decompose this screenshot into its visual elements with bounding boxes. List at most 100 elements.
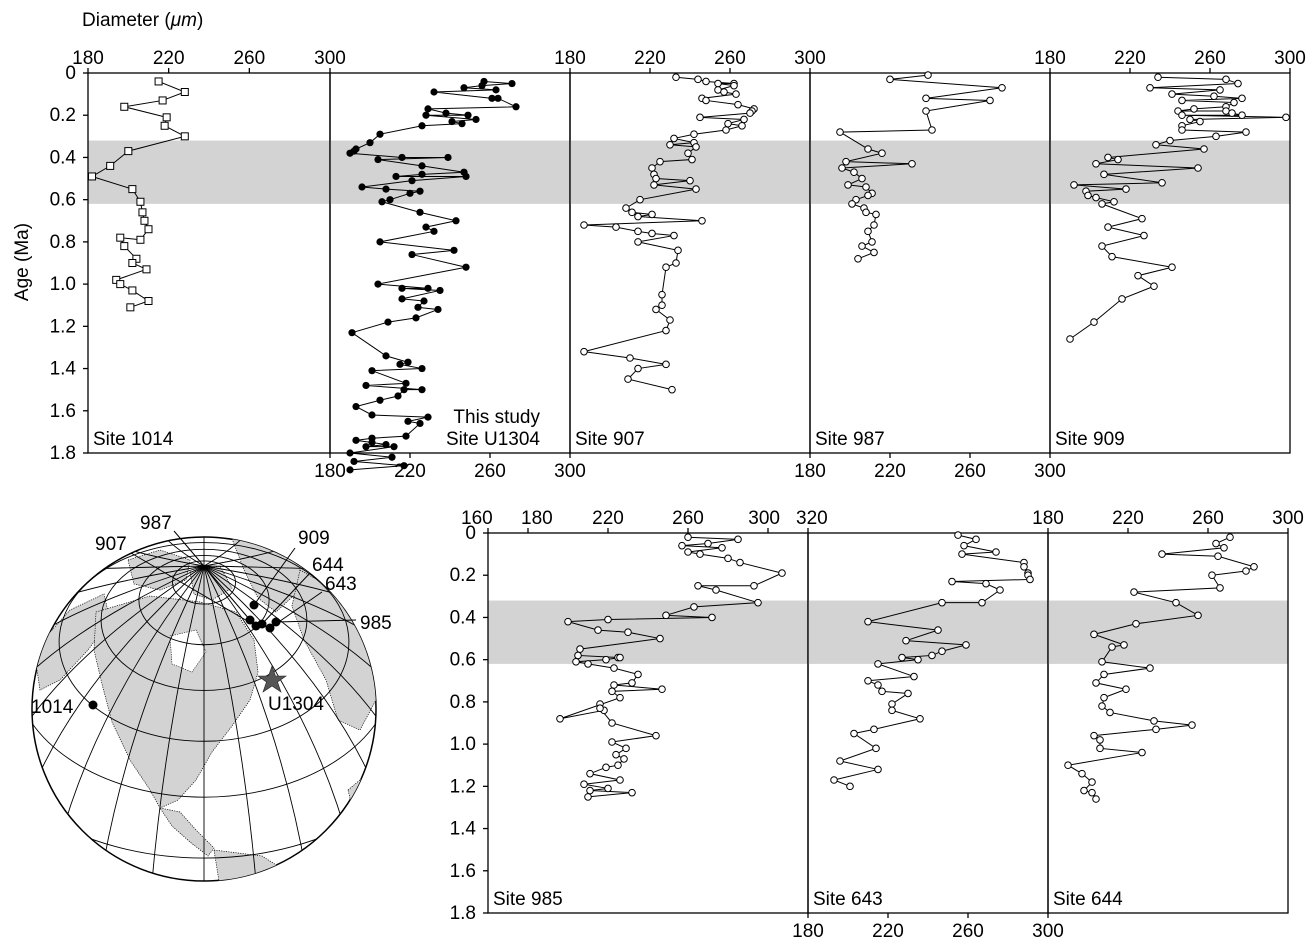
data-point (422, 111, 430, 119)
globe-land (32, 537, 376, 881)
data-point (938, 647, 946, 656)
data-point (1220, 543, 1228, 552)
data-point (412, 314, 420, 322)
data-point (838, 164, 846, 172)
data-point (464, 111, 472, 119)
data-point (1098, 200, 1106, 208)
data-point (662, 263, 670, 272)
data-point (874, 681, 882, 689)
data-point (836, 128, 844, 136)
data-point (126, 303, 135, 312)
data-point (382, 440, 390, 449)
data-point (864, 191, 872, 200)
data-point (408, 177, 416, 185)
data-point (1166, 136, 1174, 145)
x-tick-label: 300 (1034, 461, 1066, 482)
data-point (1122, 685, 1130, 694)
data-point (1212, 539, 1220, 548)
data-point (692, 185, 700, 193)
panel-subtitle: Site U1304 (446, 429, 540, 450)
series-line (1069, 76, 1287, 340)
data-point (628, 788, 636, 797)
data-point (596, 704, 604, 713)
data-point (850, 729, 858, 738)
data-point (352, 436, 360, 444)
x-tick-label: 160 (461, 508, 493, 529)
highlight-band (330, 140, 570, 204)
data-point (684, 533, 692, 542)
data-point (718, 543, 726, 552)
data-point (862, 183, 870, 191)
map-label-987: 987 (140, 513, 172, 534)
highlight-band (1048, 600, 1288, 664)
map-label-643: 643 (325, 574, 357, 595)
data-point (1088, 788, 1096, 797)
data-point (868, 238, 876, 246)
data-point (376, 238, 384, 246)
data-point (1140, 231, 1148, 240)
data-point (724, 119, 732, 128)
panel-title: Site 644 (1053, 889, 1123, 910)
site-marker-1014 (88, 700, 98, 710)
data-point (106, 161, 115, 170)
data-point (462, 263, 470, 271)
x-tick-label: 180 (794, 461, 826, 482)
data-point (1104, 223, 1112, 231)
data-point (914, 655, 922, 664)
site-marker-907 (251, 621, 261, 631)
data-point (1090, 318, 1098, 326)
y-tick-label: 1.0 (50, 274, 76, 295)
map-label-1014: 1014 (31, 697, 74, 718)
data-point (1230, 98, 1238, 107)
x-tick-label: 300 (1032, 921, 1064, 942)
panel-site-909: 180 220 260 300 Site 909 (1034, 48, 1306, 454)
data-point (628, 679, 636, 687)
panel-title: This study (453, 407, 540, 428)
parallel (100, 548, 308, 691)
data-point (750, 581, 758, 590)
data-point (686, 176, 694, 185)
data-point (634, 238, 642, 246)
y-tick-label: 1.2 (450, 776, 476, 797)
data-point (406, 189, 414, 197)
data-point (928, 651, 936, 660)
data-point (662, 326, 670, 335)
data-point (690, 130, 698, 139)
data-point (160, 121, 169, 130)
data-point (734, 535, 742, 544)
data-point (626, 354, 634, 362)
data-point (1212, 132, 1220, 141)
data-point (1138, 748, 1146, 757)
highlight-band (808, 600, 1048, 664)
data-point (754, 598, 762, 607)
data-point (736, 558, 744, 567)
data-point (916, 714, 924, 723)
panel-frame (87, 72, 331, 454)
data-point (830, 776, 838, 784)
data-point (696, 550, 704, 558)
data-point (418, 122, 426, 130)
data-point (430, 227, 438, 235)
data-point (418, 386, 426, 394)
data-point (928, 126, 936, 134)
data-point (346, 449, 354, 457)
data-point (662, 611, 670, 620)
data-point (414, 303, 422, 311)
x-tick-label: 260 (1194, 48, 1226, 69)
x-tick-label: 300 (554, 461, 586, 482)
panel-title: Site 985 (493, 889, 563, 910)
data-point (622, 204, 630, 212)
panel-frame (807, 532, 1049, 914)
x-tick-label: 260 (952, 921, 984, 942)
x-tick-label: 220 (874, 461, 906, 482)
panel-site-1014: 180 220 260 300 0 0.2 0.4 0.6 0.8 1.0 1.2 1.4 1.6 1.8… (50, 48, 346, 464)
y-tick-label: 0.6 (450, 650, 476, 671)
data-point (556, 714, 564, 723)
y-tick-label: 0.2 (50, 105, 76, 126)
data-point (1114, 155, 1122, 164)
data-point (408, 250, 416, 259)
data-point (720, 88, 728, 96)
meridian (32, 565, 205, 760)
data-point (1158, 178, 1166, 187)
